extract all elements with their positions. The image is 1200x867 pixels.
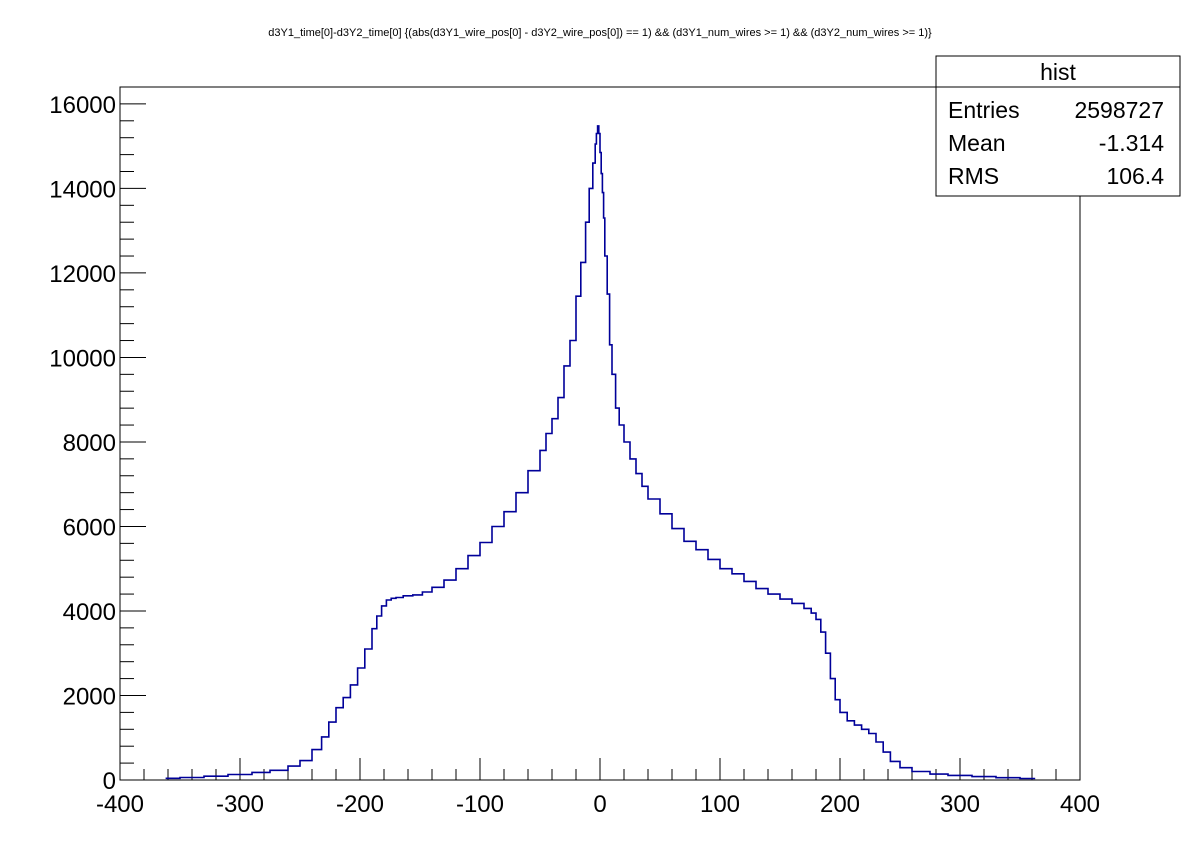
y-tick-label: 16000 <box>49 92 116 119</box>
x-axis: -400 -300 -200 -100 0 100 200 300 400 <box>96 758 1100 818</box>
y-tick-label: 4000 <box>63 599 116 626</box>
x-tick-label: -300 <box>216 791 264 818</box>
y-tick-label: 2000 <box>63 683 116 710</box>
y-tick-label: 12000 <box>49 261 116 288</box>
y-axis: 0 2000 4000 6000 8000 10000 12000 14000 16000 <box>49 86 146 795</box>
stats-value-entries: 2598727 <box>1074 97 1164 123</box>
chart-title: d3Y1_time[0]-d3Y2_time[0] {(abs(d3Y1_wir… <box>268 27 932 39</box>
x-tick-label: -100 <box>456 791 504 818</box>
stats-box: hist Entries 2598727 Mean -1.314 RMS 106… <box>935 55 1181 197</box>
x-tick-label: -400 <box>96 791 144 818</box>
x-tick-label: 200 <box>820 791 860 818</box>
stats-value-mean: -1.314 <box>1099 130 1164 156</box>
x-tick-label: 300 <box>940 791 980 818</box>
y-tick-label: 14000 <box>49 176 116 203</box>
x-tick-label: -200 <box>336 791 384 818</box>
x-tick-label: 0 <box>593 791 606 818</box>
y-tick-label: 6000 <box>63 514 116 541</box>
stats-value-rms: 106.4 <box>1106 163 1164 189</box>
y-tick-label: 10000 <box>49 345 116 372</box>
stats-label-entries: Entries <box>948 97 1020 123</box>
series-layer <box>165 125 1036 780</box>
stats-box-title: hist <box>1040 59 1076 85</box>
x-tick-label: 100 <box>700 791 740 818</box>
stats-box-frame <box>935 55 1181 197</box>
x-tick-label: 400 <box>1060 791 1100 818</box>
y-tick-label: 0 <box>103 768 116 795</box>
stats-label-mean: Mean <box>948 130 1006 156</box>
y-tick-label: 8000 <box>63 430 116 457</box>
stats-label-rms: RMS <box>948 163 999 189</box>
histogram-series-0 <box>165 125 1036 780</box>
